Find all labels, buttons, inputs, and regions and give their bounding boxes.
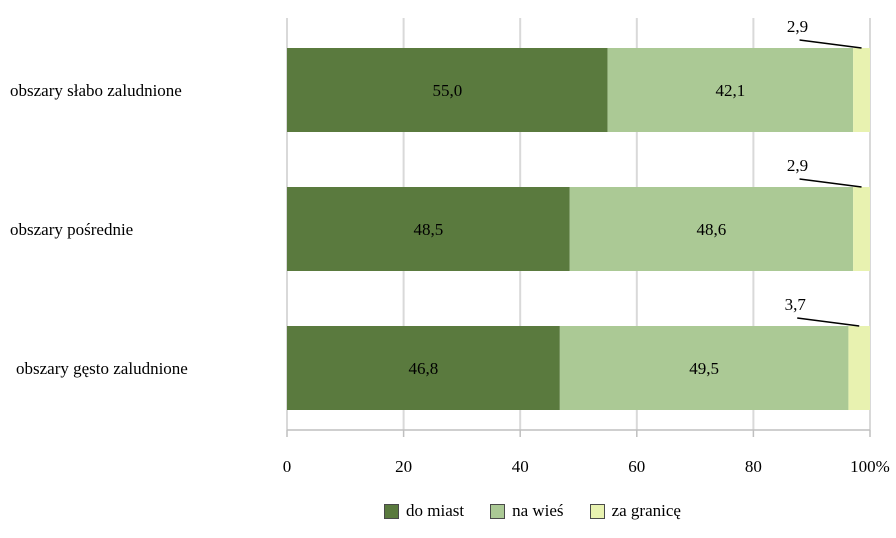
data-label: 3,7 [785, 295, 807, 314]
bar-segment [559, 326, 849, 410]
x-axis-ticks: 0 20 40 60 80 100% [283, 457, 890, 476]
bars [287, 48, 870, 410]
x-tick-label: 0 [283, 457, 292, 476]
legend-swatch [589, 503, 605, 519]
legend-label: za granicę [611, 501, 681, 520]
callouts: 2,9 2,9 3,7 [785, 17, 862, 327]
callout-line [797, 317, 860, 327]
data-label: 42,1 [715, 81, 745, 100]
legend-label: do miast [406, 501, 465, 520]
callout-line [799, 39, 862, 49]
legend-item-za-granice: za granicę [589, 501, 681, 521]
data-label: 48,6 [697, 220, 727, 239]
legend-swatch [384, 503, 399, 519]
category-labels: obszary słabo zaludnione obszary pośredni… [10, 81, 188, 378]
bar-segment [569, 187, 854, 271]
data-label: 46,8 [409, 359, 439, 378]
category-label: obszary gęsto zaludnione [16, 359, 188, 378]
legend: do miast na wieś za granicę [384, 499, 707, 523]
bar-segment [287, 48, 608, 132]
x-tick-label: 20 [395, 457, 412, 476]
bar-segment [287, 326, 560, 410]
category-label: obszary pośrednie [10, 220, 133, 239]
legend-swatch [490, 503, 506, 519]
x-tick-label: 80 [745, 457, 762, 476]
callout-line [799, 178, 862, 188]
data-label: 2,9 [787, 156, 808, 175]
x-tick-label: 100% [850, 457, 890, 476]
data-label: 49,5 [689, 359, 719, 378]
legend-label: na wieś [512, 501, 564, 520]
legend-item-na-wies: na wieś [490, 501, 564, 521]
bar-segment [607, 48, 854, 132]
data-labels: 55,0 42,1 48,5 48,6 46,8 49,5 [409, 81, 746, 378]
bar-segment [848, 326, 870, 410]
bar-segment [287, 187, 570, 271]
bar-segment [853, 187, 870, 271]
data-label: 55,0 [432, 81, 462, 100]
x-tick-label: 40 [512, 457, 529, 476]
x-tick-label: 60 [628, 457, 645, 476]
bar-segment [853, 48, 870, 132]
legend-item-do-miast: do miast [384, 501, 464, 521]
category-label: obszary słabo zaludnione [10, 81, 182, 100]
data-label: 2,9 [787, 17, 808, 36]
data-label: 48,5 [414, 220, 444, 239]
